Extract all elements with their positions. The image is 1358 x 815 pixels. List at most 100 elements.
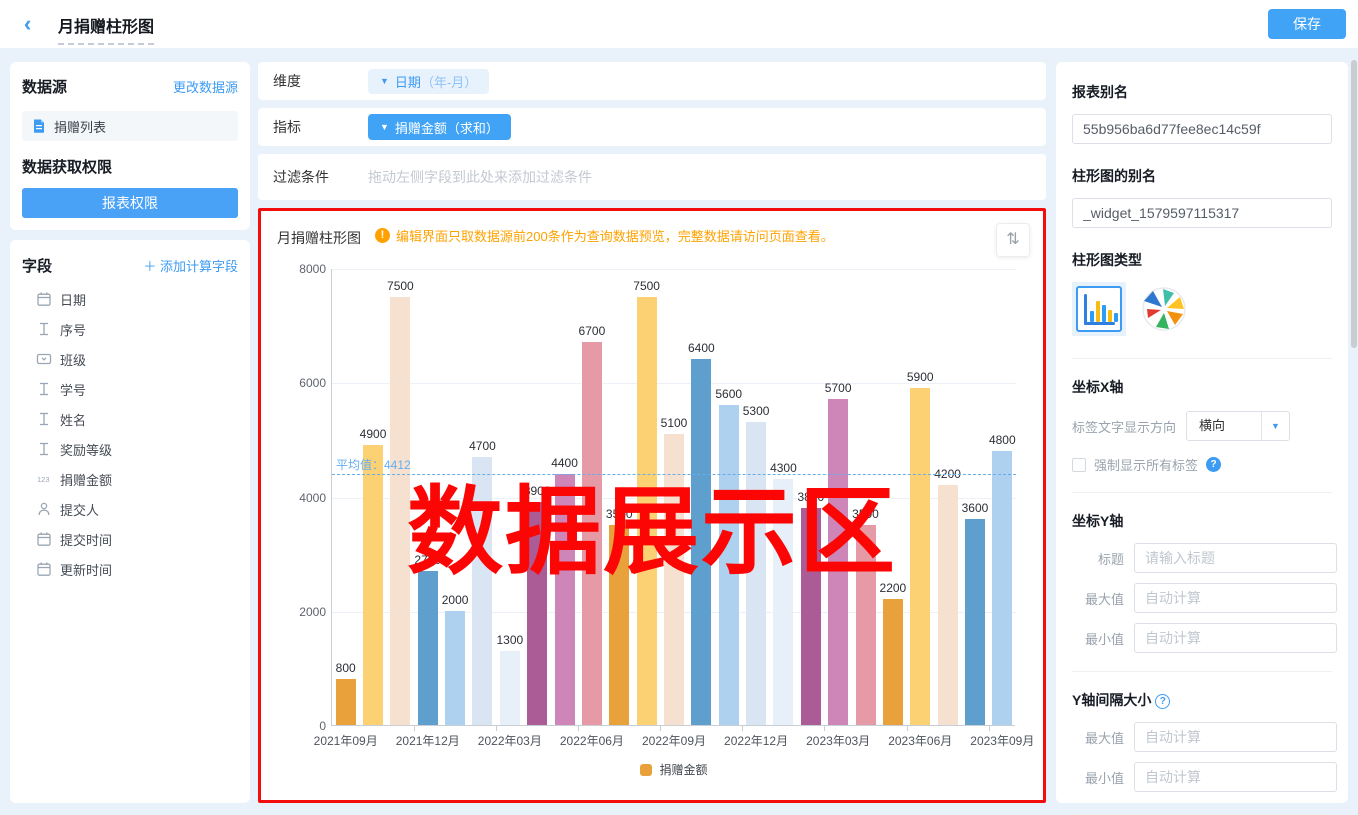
bar-value-label: 5300 <box>742 404 770 418</box>
field-item-姓名[interactable]: 姓名 <box>22 404 238 434</box>
bar-2023年02月[interactable] <box>800 508 821 725</box>
x-axis-tick-label: 2023年06月 <box>888 734 953 748</box>
bar-value-label: 4800 <box>988 433 1016 447</box>
field-item-班级[interactable]: 班级 <box>22 344 238 374</box>
field-item-序号[interactable]: 序号 <box>22 314 238 344</box>
select-icon <box>36 353 52 365</box>
bar-2023年09月[interactable] <box>992 451 1013 725</box>
field-item-label: 姓名 <box>60 412 87 428</box>
number-icon: 123 <box>37 475 50 484</box>
data-display-overlay: 数据展示区 <box>407 475 897 588</box>
label-direction-select[interactable]: 横向 ▼ <box>1186 411 1291 441</box>
datasource-title: 数据源 <box>22 79 68 96</box>
bar-2022年12月[interactable] <box>746 422 767 725</box>
y-axis-input[interactable] <box>1134 623 1337 653</box>
report-alias-input[interactable] <box>1072 114 1332 144</box>
dimension-tag[interactable]: ▼ 日期（年-月） <box>368 68 490 94</box>
bar-chart-icon <box>1076 286 1122 332</box>
bar-2022年02月[interactable] <box>472 457 493 725</box>
field-item-提交时间[interactable]: 提交时间 <box>22 524 238 554</box>
help-icon[interactable]: ? <box>1206 457 1222 472</box>
datasource-item[interactable]: 捐赠列表 <box>22 111 238 141</box>
filter-row[interactable]: 过滤条件 拖动左侧字段到此处来添加过滤条件 <box>258 154 1046 200</box>
bar-value-label: 7500 <box>633 279 660 293</box>
x-axis-tick-label: 2022年09月 <box>641 734 707 748</box>
bar-2021年11月[interactable] <box>390 297 411 725</box>
y-axis-tick-label: 4000 <box>299 490 326 505</box>
y-axis-input[interactable] <box>1134 583 1337 613</box>
widget-alias-input[interactable] <box>1072 198 1332 228</box>
report-alias-label: 报表别名 <box>1072 84 1128 100</box>
caret-down-icon: ▼ <box>380 122 389 132</box>
bar-2023年01月[interactable] <box>773 479 794 725</box>
pie-chart-type-option[interactable] <box>1140 285 1188 333</box>
dimension-label: 维度 <box>273 73 301 89</box>
bar-2022年06月[interactable] <box>581 342 602 725</box>
svg-text:123: 123 <box>37 475 50 484</box>
bar-chart-type-option[interactable] <box>1072 282 1126 336</box>
field-item-label: 更新时间 <box>60 562 113 578</box>
chart-legend[interactable]: 捐赠金额 <box>332 761 1016 778</box>
bar-2022年03月[interactable] <box>499 651 520 725</box>
calendar-icon <box>37 562 51 576</box>
bar-2023年07月[interactable] <box>937 485 958 725</box>
bar-2021年10月[interactable] <box>363 445 384 725</box>
bar-2021年09月[interactable] <box>335 679 356 725</box>
bar-value-label: 3800 <box>797 490 825 504</box>
sort-icon: ⇅ <box>1006 231 1020 248</box>
bar-2021年12月[interactable] <box>417 571 438 725</box>
bar-2022年05月[interactable] <box>554 474 575 725</box>
calendar-icon <box>37 292 51 306</box>
help-icon[interactable]: ? <box>1155 694 1171 709</box>
report-permission-button[interactable]: 报表权限 <box>22 188 238 218</box>
bar-2022年08月[interactable] <box>636 297 657 725</box>
y-interval-input[interactable] <box>1134 722 1337 752</box>
add-calc-field-link[interactable]: ＋ 添加计算字段 <box>143 259 238 274</box>
bar-2023年04月[interactable] <box>855 525 876 725</box>
save-button[interactable]: 保存 <box>1268 9 1346 39</box>
y-interval-input[interactable] <box>1134 762 1337 792</box>
y-axis-title: 坐标Y轴 <box>1072 513 1124 529</box>
bar-2023年06月[interactable] <box>910 388 931 725</box>
window-scrollbar[interactable] <box>1351 60 1357 348</box>
bar-2023年08月[interactable] <box>964 519 985 725</box>
bar-2023年03月[interactable] <box>828 399 849 725</box>
x-axis-tick-label: 2021年09月 <box>313 734 378 748</box>
bar-value-label: 1300 <box>496 633 524 647</box>
field-item-提交人[interactable]: 提交人 <box>22 494 238 524</box>
dimension-row: 维度 ▼ 日期（年-月） <box>258 62 1046 100</box>
field-item-学号[interactable]: 学号 <box>22 374 238 404</box>
bar-2022年09月[interactable] <box>664 434 684 725</box>
field-item-捐赠金额[interactable]: 123 捐赠金额 <box>22 464 238 494</box>
field-item-更新时间[interactable]: 更新时间 <box>22 554 238 584</box>
bar-2022年04月[interactable] <box>527 502 548 725</box>
bar-value-label: 4900 <box>359 427 387 441</box>
field-item-label: 班级 <box>60 352 87 368</box>
plus-icon: ＋ <box>143 259 157 274</box>
field-item-label: 日期 <box>60 292 87 308</box>
document-icon <box>34 119 44 133</box>
bar-2022年07月[interactable] <box>609 525 630 725</box>
bar-2022年01月[interactable] <box>445 611 466 725</box>
average-label: 平均值：4412 <box>336 457 411 472</box>
bar-value-label: 7500 <box>387 279 414 293</box>
bar-2022年10月[interactable] <box>691 359 712 725</box>
field-item-日期[interactable]: 日期 <box>22 284 238 314</box>
change-datasource-link[interactable]: 更改数据源 <box>172 80 238 95</box>
average-line <box>332 473 1016 475</box>
bar-2022年11月[interactable] <box>718 405 739 725</box>
back-icon[interactable]: ‹ <box>24 11 32 36</box>
bar-2023年05月[interactable] <box>882 599 903 725</box>
bar-value-label: 3500 <box>852 507 879 521</box>
y-axis-tick-label: 2000 <box>299 604 326 619</box>
bar-value-label: 5900 <box>906 370 934 384</box>
bar-chart-plot: 0 2000 4000 6000 8000 800 2021年09月 4900 7500 2700… <box>299 262 1034 777</box>
y-interval-label: 最大值 <box>1084 730 1124 746</box>
y-axis-label: 标题 <box>1097 551 1124 567</box>
force-labels-checkbox[interactable] <box>1072 457 1086 472</box>
field-item-奖励等级[interactable]: 奖励等级 <box>22 434 238 464</box>
sort-button[interactable]: ⇅ <box>996 223 1030 257</box>
y-axis-input[interactable] <box>1134 543 1337 573</box>
metric-tag[interactable]: ▼ 捐赠金额（求和） <box>368 114 511 140</box>
bar-value-label: 6700 <box>578 324 606 338</box>
